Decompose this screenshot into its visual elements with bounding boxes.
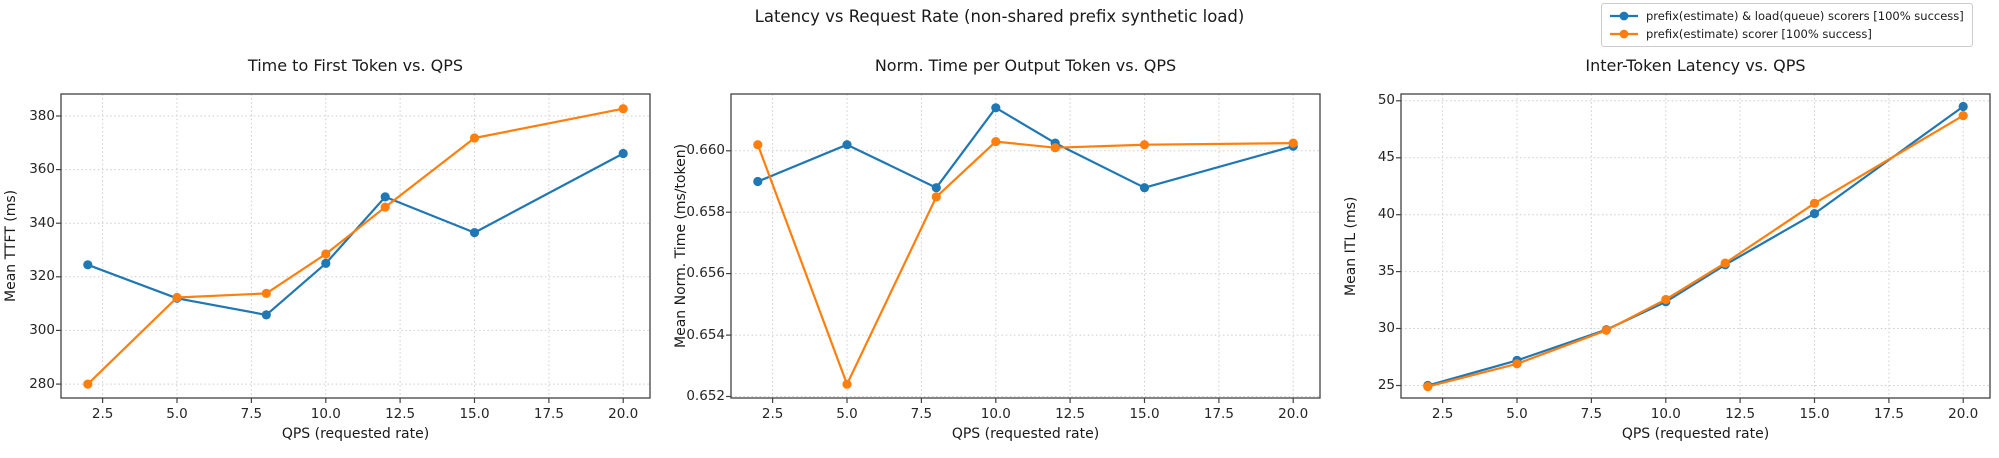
- y-tick-label: 0.656: [686, 265, 725, 282]
- x-tick-label: 17.5: [1203, 406, 1234, 422]
- legend-entry: prefix(estimate) & load(queue) scorers […: [1609, 7, 1964, 25]
- legend-line-marker-icon: [1610, 29, 1638, 39]
- y-axis-label-norm-time: Mean Norm. Time (ms/token): [673, 143, 689, 349]
- y-tick-label: 0.660: [686, 142, 725, 159]
- plot-area-norm-time: [726, 93, 1321, 403]
- x-tick-label: 12.5: [1725, 406, 1756, 422]
- x-tick-label: 15.0: [1799, 406, 1830, 422]
- x-tick-label: 17.5: [1873, 406, 1904, 422]
- x-tick-label: 15.0: [459, 406, 490, 422]
- x-tick-label: 20.0: [608, 406, 639, 422]
- x-tick-label: 5.0: [836, 406, 858, 422]
- subplot-norm-time: Norm. Time per Output Token vs. QPS Mean…: [670, 50, 1330, 458]
- y-tick-label: 0.658: [686, 203, 725, 220]
- chart-title-norm-time: Norm. Time per Output Token vs. QPS: [874, 56, 1177, 75]
- y-axis-label-ttft: Mean TTFT (ms): [3, 189, 19, 303]
- x-tick-label: 12.5: [385, 406, 416, 422]
- x-tick-label: 2.5: [1431, 406, 1454, 422]
- legend-line-marker-icon: [1610, 11, 1638, 21]
- x-tick-label: 20.0: [1948, 406, 1979, 422]
- x-tick-label: 7.5: [1580, 406, 1603, 422]
- y-tick-label: 25: [1377, 377, 1395, 393]
- y-tick-label: 340: [29, 214, 55, 231]
- legend: prefix(estimate) & load(queue) scorers […: [1601, 3, 1973, 47]
- x-tick-label: 10.0: [980, 406, 1011, 422]
- chart-title-itl: Inter-Token Latency vs. QPS: [1585, 56, 1806, 75]
- chart-title-ttft: Time to First Token vs. QPS: [247, 56, 464, 75]
- y-axis-label-itl: Mean ITL (ms): [1343, 196, 1359, 296]
- y-tick-label: 300: [29, 321, 55, 338]
- legend-label: prefix(estimate) scorer [100% success]: [1646, 27, 1872, 41]
- x-tick-label: 2.5: [761, 406, 784, 422]
- x-tick-label: 17.5: [533, 406, 564, 422]
- subplot-itl: Inter-Token Latency vs. QPS Mean ITL (ms…: [1340, 50, 1999, 458]
- y-tick-label: 360: [29, 161, 55, 178]
- y-tick-label: 45: [1377, 149, 1395, 166]
- x-tick-label: 7.5: [910, 406, 933, 422]
- x-tick-label: 15.0: [1129, 406, 1160, 422]
- y-tick-label: 0.654: [686, 326, 725, 343]
- legend-entry: prefix(estimate) scorer [100% success]: [1609, 25, 1964, 43]
- y-tick-label: 40: [1377, 206, 1395, 223]
- y-tick-label: 0.652: [686, 388, 725, 404]
- y-tick-label: 280: [29, 375, 55, 392]
- y-tick-label: 50: [1377, 92, 1395, 109]
- y-tick-label: 380: [29, 107, 55, 124]
- plot-area-itl: [1396, 93, 1991, 403]
- x-tick-label: 7.5: [240, 406, 263, 422]
- x-tick-label: 5.0: [1506, 406, 1528, 422]
- x-axis-label-ttft: QPS (requested rate): [281, 426, 430, 442]
- figure-title: Latency vs Request Rate (non-shared pref…: [754, 7, 1245, 26]
- legend-label: prefix(estimate) & load(queue) scorers […: [1646, 9, 1964, 23]
- subplot-ttft: Time to First Token vs. QPS Mean TTFT (m…: [0, 50, 660, 458]
- x-tick-label: 10.0: [1650, 406, 1681, 422]
- y-tick-label: 320: [29, 268, 55, 285]
- y-tick-label: 30: [1377, 320, 1395, 336]
- x-tick-label: 12.5: [1055, 406, 1086, 422]
- x-tick-label: 2.5: [91, 406, 114, 422]
- x-tick-label: 5.0: [166, 406, 188, 422]
- y-tick-label: 35: [1377, 263, 1395, 280]
- x-tick-label: 10.0: [310, 406, 341, 422]
- x-axis-label-norm-time: QPS (requested rate): [951, 426, 1100, 442]
- x-tick-label: 20.0: [1278, 406, 1309, 422]
- plot-area-ttft: [56, 93, 651, 403]
- x-axis-label-itl: QPS (requested rate): [1621, 426, 1770, 442]
